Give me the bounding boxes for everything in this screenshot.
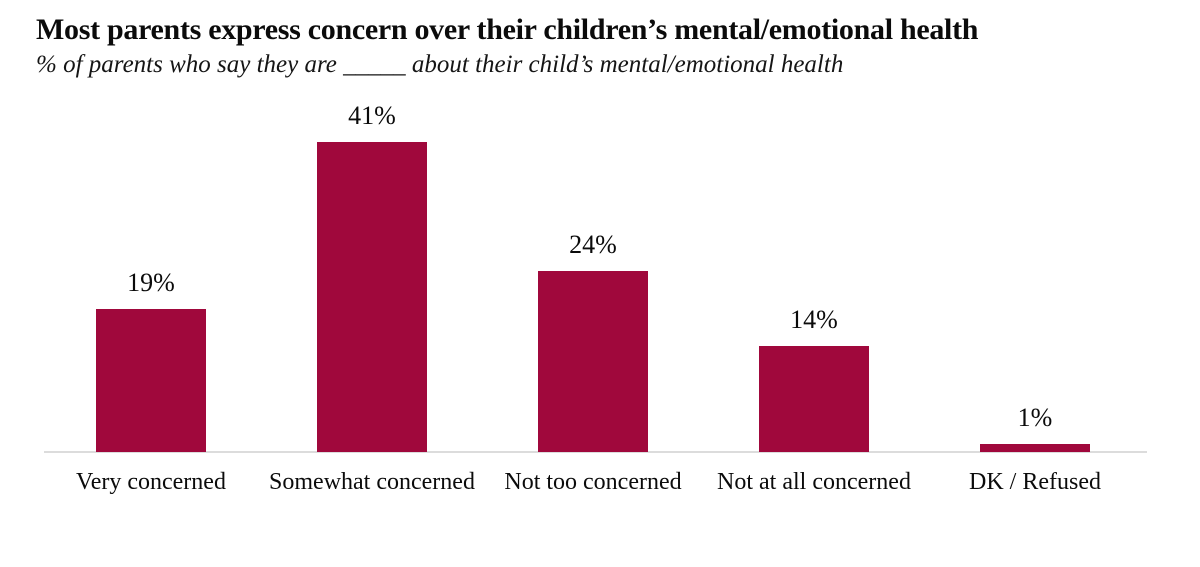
bar-group-not-at-all-concerned: 14% xyxy=(719,0,909,452)
bar-very-concerned xyxy=(96,309,206,452)
value-label-not-too-concerned: 24% xyxy=(569,230,617,259)
bar-somewhat-concerned xyxy=(317,142,427,452)
bar-group-very-concerned: 19% xyxy=(56,0,246,452)
bar-group-not-too-concerned: 24% xyxy=(498,0,688,452)
x-axis-baseline xyxy=(44,451,1147,453)
category-label-not-at-all-concerned: Not at all concerned xyxy=(717,469,911,495)
chart-title: Most parents express concern over their … xyxy=(36,13,979,46)
bar-group-somewhat-concerned: 41% xyxy=(277,0,467,452)
category-label-very-concerned: Very concerned xyxy=(76,469,226,495)
value-label-somewhat-concerned: 41% xyxy=(348,101,396,130)
bar-not-at-all-concerned xyxy=(759,346,869,452)
category-label-not-too-concerned: Not too concerned xyxy=(504,469,682,495)
bar-group-dk-refused: 1% xyxy=(940,0,1130,452)
category-label-somewhat-concerned: Somewhat concerned xyxy=(269,469,475,495)
value-label-not-at-all-concerned: 14% xyxy=(790,305,838,334)
bar-dk-refused xyxy=(980,444,1090,452)
category-label-dk-refused: DK / Refused xyxy=(969,469,1101,495)
chart-subtitle: % of parents who say they are _____ abou… xyxy=(36,51,844,78)
bar-not-too-concerned xyxy=(538,271,648,452)
value-label-very-concerned: 19% xyxy=(127,268,175,297)
value-label-dk-refused: 1% xyxy=(1017,403,1053,432)
